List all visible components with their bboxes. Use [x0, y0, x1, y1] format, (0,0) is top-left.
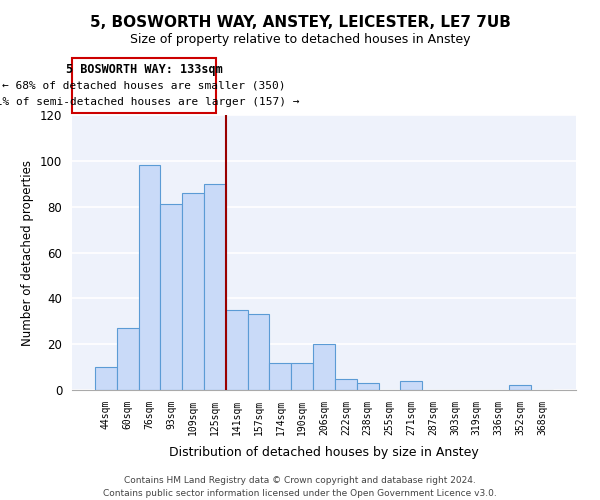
Bar — [357, 383, 379, 390]
Bar — [117, 328, 139, 390]
X-axis label: Distribution of detached houses by size in Anstey: Distribution of detached houses by size … — [169, 446, 479, 459]
Bar — [509, 386, 531, 390]
Text: Size of property relative to detached houses in Anstey: Size of property relative to detached ho… — [130, 32, 470, 46]
Bar — [313, 344, 335, 390]
Bar — [226, 310, 248, 390]
Bar — [95, 367, 117, 390]
Bar — [335, 378, 357, 390]
Text: 5 BOSWORTH WAY: 133sqm: 5 BOSWORTH WAY: 133sqm — [65, 64, 223, 76]
Bar — [269, 362, 291, 390]
Bar — [160, 204, 182, 390]
Text: 31% of semi-detached houses are larger (157) →: 31% of semi-detached houses are larger (… — [0, 97, 299, 107]
Bar — [400, 381, 422, 390]
Y-axis label: Number of detached properties: Number of detached properties — [22, 160, 34, 346]
Bar — [139, 166, 160, 390]
Bar — [248, 314, 269, 390]
Bar — [204, 184, 226, 390]
Text: ← 68% of detached houses are smaller (350): ← 68% of detached houses are smaller (35… — [2, 80, 286, 90]
Bar — [291, 362, 313, 390]
Text: 5, BOSWORTH WAY, ANSTEY, LEICESTER, LE7 7UB: 5, BOSWORTH WAY, ANSTEY, LEICESTER, LE7 … — [89, 15, 511, 30]
Bar — [182, 193, 204, 390]
Text: Contains HM Land Registry data © Crown copyright and database right 2024.
Contai: Contains HM Land Registry data © Crown c… — [103, 476, 497, 498]
